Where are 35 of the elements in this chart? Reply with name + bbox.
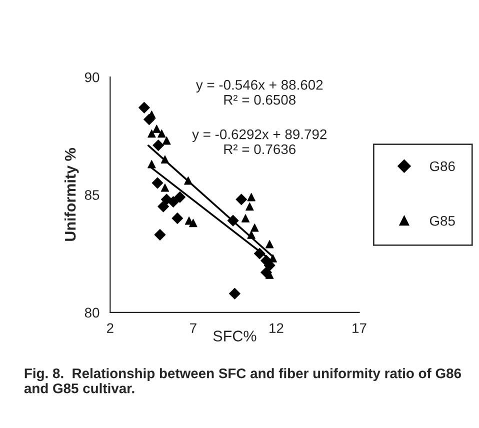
point: [152, 177, 164, 189]
x-tick-label: 12: [270, 323, 284, 333]
caption: Fig. 8. Relationship between SFC and fiber uniformity ratio of G86 and G85 cultivar.: [24, 368, 461, 394]
point: [154, 229, 166, 240]
x-tick-label: 17: [352, 323, 366, 333]
annotation: y = -0.6292x + 89.792 R² = 0.7636: [192, 129, 326, 154]
point: [172, 212, 184, 224]
point: [168, 196, 179, 208]
point: [236, 194, 248, 206]
legend-label: G86: [430, 161, 455, 172]
point: [265, 240, 274, 248]
annotation: y = -0.546x + 88.602 R² = 0.6508: [196, 80, 323, 105]
x-axis-title: SFC%: [213, 330, 256, 342]
point: [152, 124, 161, 133]
point: [189, 218, 198, 228]
point: [241, 214, 250, 222]
point: [158, 129, 166, 138]
x-tick-label: 7: [190, 323, 196, 333]
point: [162, 136, 171, 145]
point: [174, 191, 186, 203]
point: [250, 224, 259, 232]
y-axis-title: Uniformity %: [64, 148, 79, 241]
point: [148, 129, 156, 138]
point: [158, 200, 169, 212]
y-tick-label: 80: [84, 308, 100, 318]
legend-label: G85: [430, 216, 455, 226]
point: [247, 192, 256, 202]
point: [152, 140, 164, 151]
x-tick-label: 2: [107, 323, 114, 333]
point: [160, 184, 170, 192]
point: [229, 288, 240, 300]
point: [138, 102, 150, 114]
y-tick-label: 85: [84, 190, 100, 200]
y-tick-label: 90: [84, 72, 100, 82]
point: [246, 202, 254, 211]
